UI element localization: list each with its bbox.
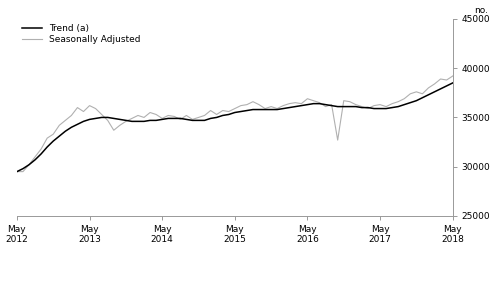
- Text: no.: no.: [474, 6, 488, 15]
- Legend: Trend (a), Seasonally Adjusted: Trend (a), Seasonally Adjusted: [21, 24, 142, 45]
